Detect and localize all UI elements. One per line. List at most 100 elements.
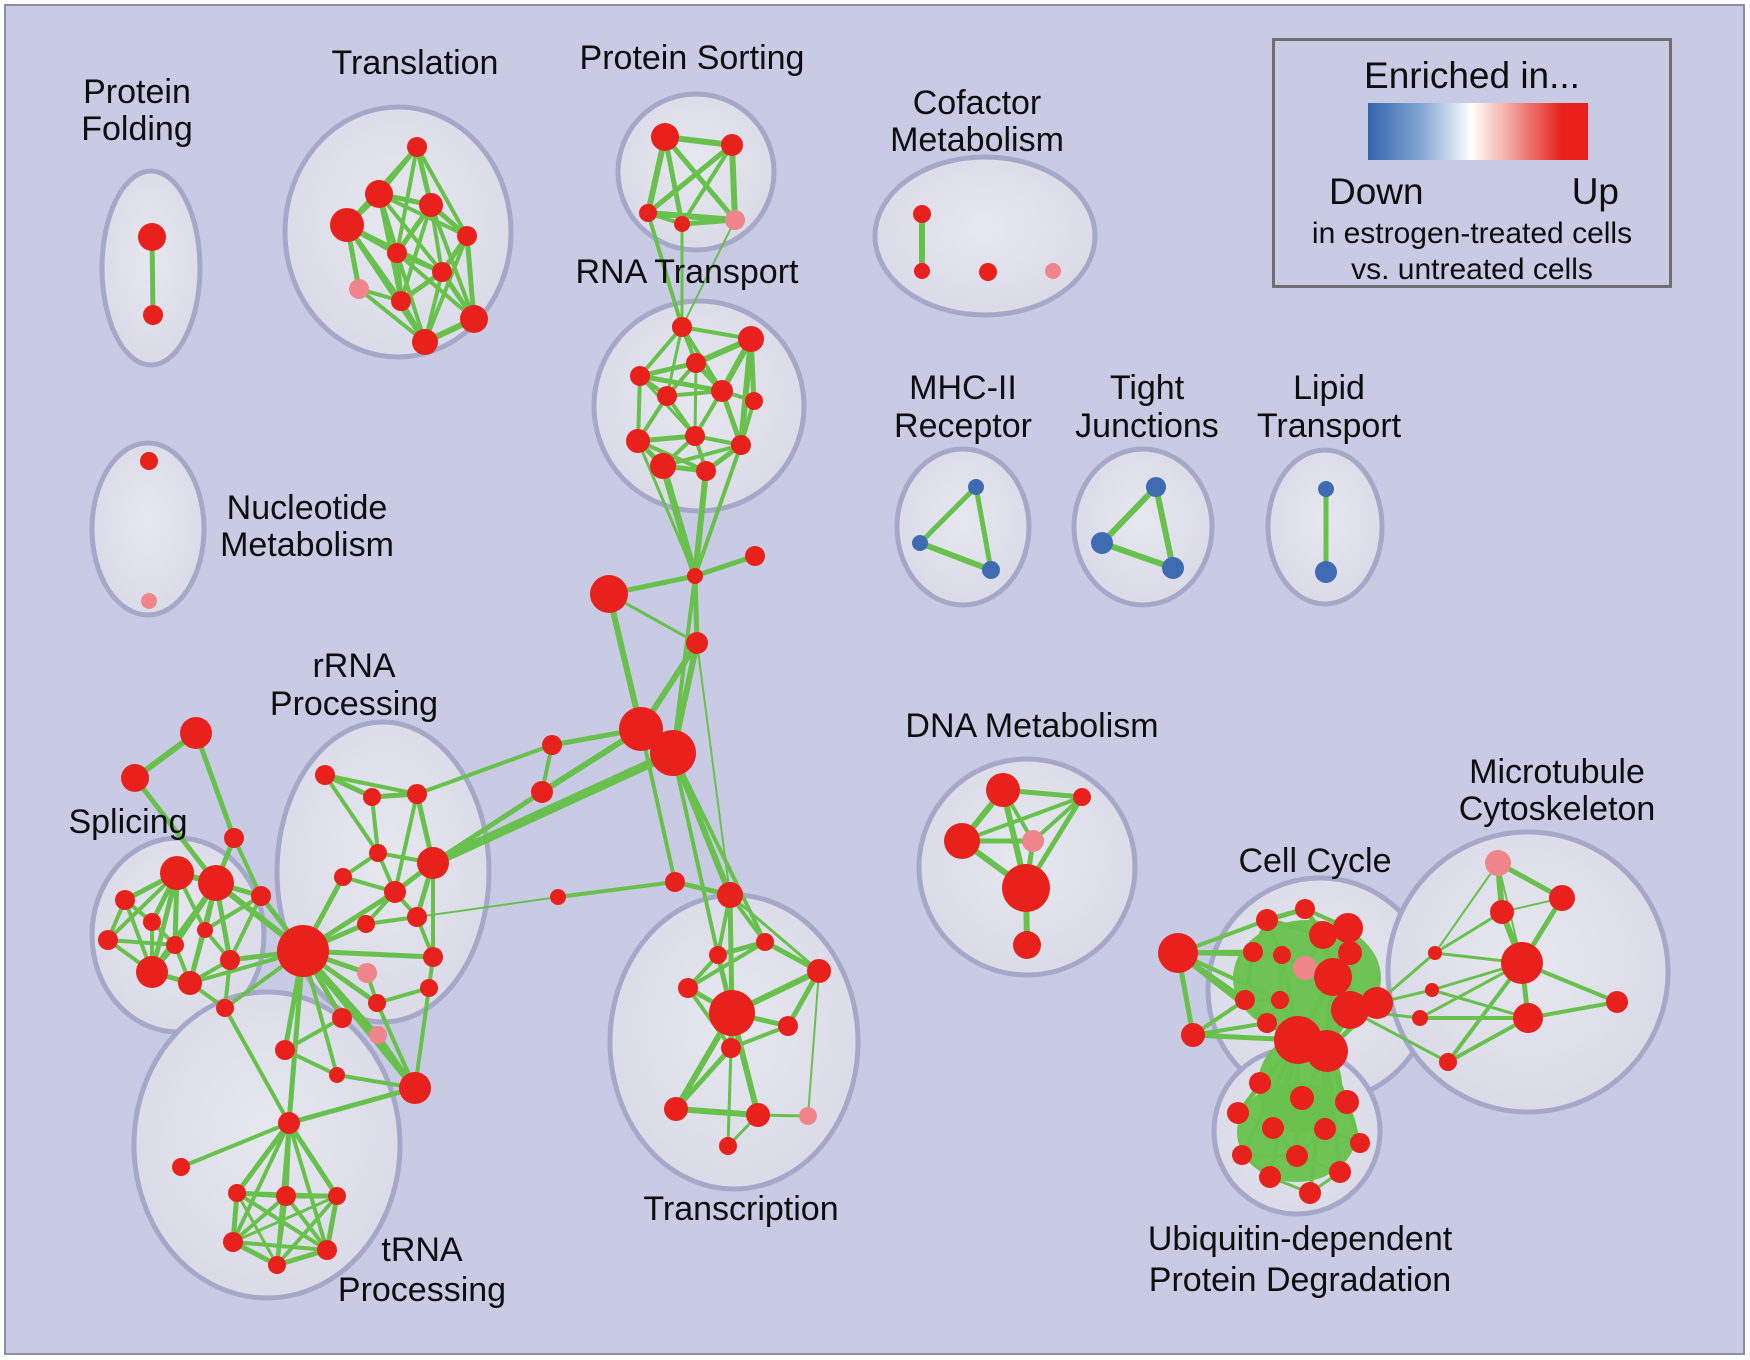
gene-set-node-tn4 [276,1186,296,1206]
gene-set-node-rr17 [399,1072,431,1104]
gene-set-node-rt2 [738,326,764,352]
gene-set-node-sp3 [121,764,149,792]
cluster-label-cell-cycle: Cell Cycle [1238,842,1391,880]
gene-set-node-cc11 [1257,1013,1277,1033]
cluster-label-microtubule-cytoskeleton: Cytoskeleton [1459,790,1656,828]
edge-tj2-tj3 [1099,540,1176,571]
gene-set-node-rr3 [407,784,427,804]
edge-rt8-j1 [636,439,697,578]
gene-set-node-ub7 [1350,1133,1370,1153]
edge-hubB-rr7 [428,748,678,868]
gene-set-node-tn2 [172,1158,190,1176]
gene-set-node-mt6 [1425,983,1439,997]
gene-set-node-sp4 [180,717,212,749]
edge-dm2-dm3 [960,795,1084,843]
edge-ps2-ps4 [680,143,734,226]
edge-bigL-hubA [606,591,644,732]
gene-set-node-cc2 [1295,899,1315,919]
gene-set-node-nm2 [141,593,157,609]
gene-set-node-tn7 [317,1240,337,1260]
legend-up-label: Up [1571,171,1619,212]
gene-set-node-tcA [665,872,685,892]
gene-set-node-dm1 [986,773,1020,807]
gene-set-node-mtP [1485,850,1511,876]
edge-tn1-tn2 [179,1121,291,1169]
cluster-ellipse-cofactor-metabolism [872,154,1098,318]
gene-set-node-rr10 [423,947,443,967]
gene-set-node-tc10 [719,1137,737,1155]
edge-rrHub-rr17 [299,947,419,1092]
gene-set-node-rr14 [332,1008,352,1028]
gene-set-node-rrHub [277,925,329,977]
edge-ps3-rt1 [646,211,684,329]
cluster-ellipse-tight-junctions [1071,446,1215,608]
cluster-label-dna-metabolism: DNA Metabolism [905,707,1158,745]
edge-tc3-tc6 [686,986,733,1050]
edge-ln2-rr7 [430,789,545,866]
edge-mt3-mt8 [1446,1016,1530,1064]
gene-set-node-tc4 [807,959,831,983]
gene-set-node-cc9 [1235,990,1255,1010]
gene-set-node-cm1 [913,205,931,223]
gene-set-node-mh2 [912,535,928,551]
gene-set-node-rr13 [357,963,377,983]
gene-set-node-rr7 [417,847,449,879]
gene-set-node-cc3 [1309,921,1337,949]
edge-t3-t10 [429,203,476,321]
gene-set-node-lp2 [1315,561,1337,583]
gene-set-node-cc10 [1271,991,1289,1009]
gene-set-node-sp6 [251,886,271,906]
edge-rr1-rr4 [323,773,380,855]
gene-set-node-ub3 [1335,1090,1359,1114]
gene-set-node-rt5 [657,386,677,406]
legend-title: Enriched in... [1364,55,1580,96]
gene-set-node-ub6 [1314,1118,1336,1140]
cluster-label-mhc-ii-receptor: MHC-II [909,369,1017,407]
gene-set-node-sp2 [198,865,234,901]
gene-set-node-hubA [619,707,663,751]
gene-set-node-rt9 [685,426,705,446]
edge-mh1-mh3 [973,484,994,573]
cluster-label-nucleotide-metabolism: Metabolism [220,526,394,564]
edge-tn4-tn7 [284,1194,329,1252]
gene-set-node-ccS1 [1158,933,1198,973]
cluster-label-splicing: Splicing [68,803,187,841]
gene-set-node-t1 [407,137,427,157]
gene-set-node-t5 [457,226,477,246]
gene-set-node-ccS2 [1181,1023,1205,1047]
edge-mh1-mh2 [917,484,979,546]
edge-mt3-mt4 [1526,1000,1619,1020]
gene-set-node-rt4 [630,366,650,386]
edge-t4-t11 [344,222,428,345]
gene-set-node-ps1 [651,123,679,151]
edge-tc4-tc9 [807,970,820,1117]
cluster-label-trna-processing: Processing [338,1271,506,1309]
edge-sp4-sp5 [193,730,237,841]
legend-scale-row: Down Up [1275,171,1669,213]
gene-set-node-ub10 [1329,1161,1351,1183]
gene-set-node-cc5 [1243,942,1263,962]
gene-set-node-tn3 [228,1184,246,1202]
edge-t5-t11 [423,234,469,344]
cluster-label-ubiquitin-dependent-protein-degradation: Protein Degradation [1149,1261,1451,1299]
gene-set-node-tn6 [223,1232,243,1252]
edge-sp15-tn1 [223,1006,291,1125]
edge-rr11-rr17 [413,986,431,1090]
gene-set-node-cc1 [1256,909,1278,931]
gene-set-node-rt7 [745,392,763,410]
edge-sp6-sp11 [203,894,263,932]
gene-set-node-sp14 [178,971,202,995]
cluster-label-trna-processing: tRNA [381,1231,463,1269]
gene-set-node-dm3 [944,823,980,859]
gene-set-node-rr1 [315,765,335,785]
gene-set-node-sp10 [166,936,184,954]
gene-set-node-cc6 [1273,946,1291,964]
cluster-label-transcription: Transcription [643,1190,838,1228]
edge-tn1-tn6 [231,1121,291,1244]
gene-set-node-rt10 [650,453,676,479]
edge-tn5-tn6 [231,1194,339,1244]
cluster-label-protein-folding: Folding [81,110,193,148]
edge-ps1-ps5 [662,134,738,223]
gene-set-node-rr6 [384,881,406,903]
